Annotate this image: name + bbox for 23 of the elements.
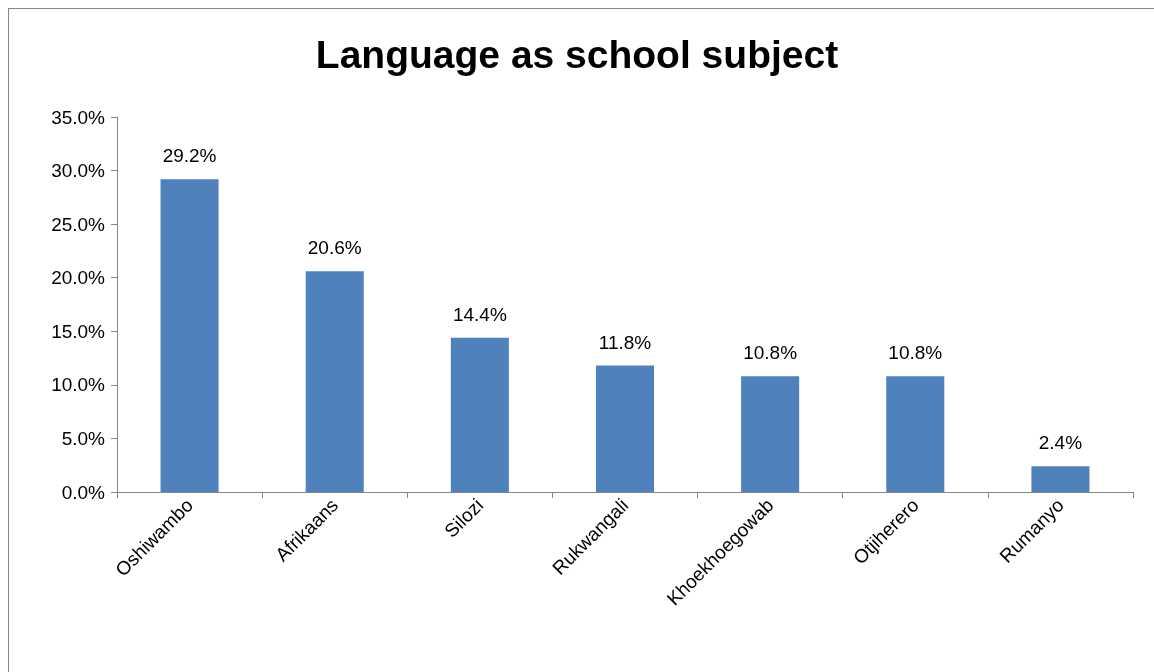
data-label: 14.4% (452, 303, 507, 325)
y-tick-label: 30.0% (51, 160, 106, 182)
y-tick-label: 15.0% (51, 320, 106, 342)
y-tick-label: 20.0% (51, 267, 106, 289)
data-label: 2.4% (1038, 432, 1083, 454)
y-tick-label: 0.0% (61, 481, 106, 503)
data-label: 29.2% (162, 145, 217, 167)
bar (305, 271, 364, 492)
bar (595, 365, 655, 492)
data-label: 11.8% (598, 331, 652, 353)
y-tick-label: 5.0% (61, 427, 106, 449)
bar (886, 376, 945, 492)
y-tick-label: 10.0% (51, 374, 106, 396)
y-tick-label: 25.0% (51, 213, 106, 235)
data-label: 20.6% (307, 237, 362, 259)
bar (741, 376, 800, 492)
bar (160, 179, 219, 492)
chart-title: Language as school subject (315, 33, 839, 76)
data-label: 10.8% (888, 342, 943, 364)
bar (450, 337, 509, 492)
y-tick-label: 35.0% (51, 106, 106, 128)
data-label: 10.8% (743, 342, 798, 364)
bar (1031, 466, 1090, 492)
